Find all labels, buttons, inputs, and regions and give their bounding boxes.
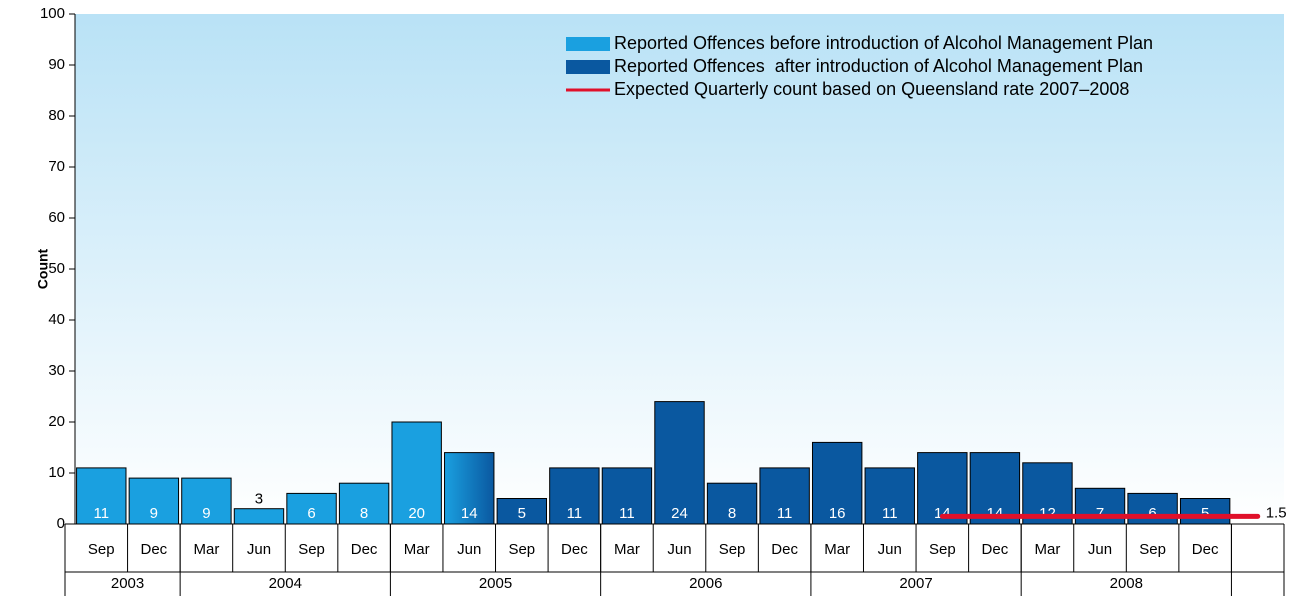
value-label: 8 xyxy=(728,505,736,522)
bar xyxy=(1022,462,1073,525)
bar xyxy=(444,452,495,525)
value-label: 3 xyxy=(255,491,263,508)
bar xyxy=(969,452,1021,525)
value-label: 20 xyxy=(408,505,425,522)
x-tick-label: Dec xyxy=(351,541,378,558)
bar xyxy=(654,401,705,525)
value-label: 6 xyxy=(307,505,315,522)
y-axis-label: Count xyxy=(35,248,51,289)
bar xyxy=(391,421,442,525)
legend-label: Reported Offences after introduction of … xyxy=(614,56,1143,76)
legend-swatch xyxy=(566,37,610,51)
value-label: 5 xyxy=(1201,505,1209,522)
value-label: 5 xyxy=(518,505,526,522)
x-tick-label: Sep xyxy=(929,541,956,558)
bar xyxy=(549,467,600,525)
line-label: 1.5 xyxy=(1266,504,1287,521)
bar xyxy=(706,482,758,525)
value-label: 14 xyxy=(987,505,1004,522)
y-tick-label: 70 xyxy=(48,158,65,175)
value-label: 24 xyxy=(671,505,688,522)
value-label: 9 xyxy=(202,505,210,522)
x-tick-label: Dec xyxy=(982,541,1009,558)
year-label: 2008 xyxy=(1110,575,1143,592)
x-tick-label: Dec xyxy=(561,541,588,558)
value-label: 14 xyxy=(934,505,951,522)
bar xyxy=(76,467,127,525)
x-tick-label: Mar xyxy=(193,541,219,558)
value-label: 11 xyxy=(93,505,109,522)
x-tick-label: Mar xyxy=(404,541,430,558)
x-tick-label: Dec xyxy=(1192,541,1219,558)
y-tick-label: 0 xyxy=(57,515,65,532)
value-label: 9 xyxy=(150,505,158,522)
year-label: 2006 xyxy=(689,575,722,592)
value-label: 11 xyxy=(777,505,793,522)
value-label: 11 xyxy=(882,505,898,522)
bar xyxy=(128,477,180,525)
bar xyxy=(181,477,232,525)
x-tick-label: Dec xyxy=(771,541,798,558)
bar xyxy=(338,482,390,525)
y-tick-label: 90 xyxy=(48,56,65,73)
bar xyxy=(1127,492,1178,525)
x-tick-label: Mar xyxy=(1035,541,1061,558)
x-tick-label: Sep xyxy=(1139,541,1166,558)
bar xyxy=(1179,498,1231,525)
bar xyxy=(286,492,337,525)
x-tick-label: Jun xyxy=(667,541,691,558)
x-tick-label: Jun xyxy=(1088,541,1112,558)
x-tick-label: Sep xyxy=(298,541,325,558)
year-label: 2005 xyxy=(479,575,512,592)
bar xyxy=(601,467,653,525)
value-label: 7 xyxy=(1096,505,1104,522)
x-tick-label: Jun xyxy=(457,541,481,558)
value-label: 11 xyxy=(567,505,583,522)
bar xyxy=(759,467,810,525)
value-label: 6 xyxy=(1148,505,1156,522)
value-label: 11 xyxy=(619,505,635,522)
x-tick-label: Dec xyxy=(141,541,168,558)
x-tick-label: Jun xyxy=(247,541,271,558)
value-label: 14 xyxy=(461,505,478,522)
year-label: 2007 xyxy=(899,575,932,592)
bar xyxy=(811,441,863,525)
legend-label: Reported Offences before introduction of… xyxy=(614,33,1153,53)
y-tick-label: 100 xyxy=(40,5,65,22)
bar xyxy=(864,467,915,525)
y-tick-label: 40 xyxy=(48,311,65,328)
x-tick-label: Sep xyxy=(719,541,746,558)
year-label: 2004 xyxy=(269,575,302,592)
bar xyxy=(496,498,548,525)
y-tick-label: 20 xyxy=(48,413,65,430)
y-tick-label: 80 xyxy=(48,107,65,124)
legend-label: Expected Quarterly count based on Queens… xyxy=(614,79,1129,99)
y-tick-label: 10 xyxy=(48,464,65,481)
y-tick-label: 60 xyxy=(48,209,65,226)
x-tick-label: Sep xyxy=(508,541,535,558)
x-tick-label: Mar xyxy=(824,541,850,558)
legend-swatch xyxy=(566,60,610,74)
y-tick-label: 50 xyxy=(48,260,65,277)
value-label: 12 xyxy=(1039,505,1056,522)
value-label: 16 xyxy=(829,505,846,522)
bar xyxy=(917,452,968,525)
year-label: 2003 xyxy=(111,575,144,592)
bar xyxy=(233,508,285,525)
y-tick-label: 30 xyxy=(48,362,65,379)
value-label: 8 xyxy=(360,505,368,522)
x-tick-label: Jun xyxy=(878,541,902,558)
x-tick-label: Mar xyxy=(614,541,640,558)
x-tick-label: Sep xyxy=(88,541,115,558)
